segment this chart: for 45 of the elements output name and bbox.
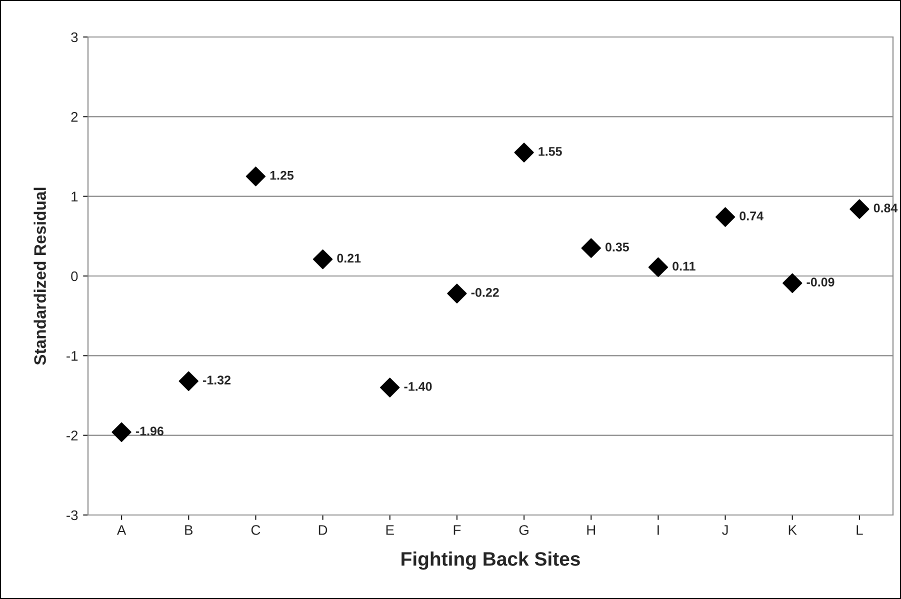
- point: [514, 142, 534, 162]
- y-tick-label: 1: [72, 192, 78, 202]
- point: [312, 249, 333, 270]
- data-label: -1.96: [136, 426, 164, 436]
- data-label: 0.35: [606, 242, 629, 252]
- data-label: -0.22: [471, 288, 499, 297]
- data-label: 0.11: [672, 262, 696, 271]
- point: [581, 238, 601, 258]
- data-label: -0.09: [806, 278, 834, 287]
- data-label: -1.32: [203, 376, 231, 385]
- data-label: -1.40: [404, 382, 432, 391]
- point: [178, 371, 198, 392]
- data-label: 1.55: [538, 147, 562, 156]
- x-tick-label: E: [386, 525, 394, 535]
- x-tick-label: I: [658, 525, 659, 535]
- data-label: 0.21: [337, 254, 361, 263]
- x-axis-title: Fighting Back Sites: [402, 552, 580, 570]
- point: [447, 284, 467, 304]
- data-label: 0.84: [874, 204, 898, 212]
- point: [380, 378, 400, 398]
- y-tick-label: 0: [71, 271, 78, 282]
- x-tick-label: F: [454, 525, 461, 535]
- y-tick-label: -2: [66, 430, 78, 440]
- data-label: 0.74: [740, 212, 764, 220]
- point: [850, 199, 870, 219]
- x-tick-label: B: [185, 525, 193, 535]
- x-tick-label: D: [318, 525, 328, 535]
- point: [112, 422, 132, 442]
- y-axis-title: Standardized Residual: [34, 188, 46, 365]
- y-tick-label: 2: [71, 112, 78, 122]
- y-tick-label: -1: [66, 351, 78, 361]
- point: [715, 207, 736, 227]
- x-tick-label: A: [116, 525, 126, 535]
- x-tick-label: J: [722, 525, 728, 535]
- x-tick-label: G: [519, 525, 528, 535]
- point: [648, 257, 668, 278]
- x-tick-label: K: [788, 525, 797, 535]
- x-tick-label: L: [856, 525, 863, 535]
- x-tick-label: H: [587, 525, 596, 535]
- point: [782, 273, 802, 294]
- y-tick-label: -3: [66, 510, 78, 520]
- point: [246, 166, 266, 186]
- data-label: 1.25: [270, 170, 294, 180]
- y-tick-label: 3: [71, 32, 78, 42]
- x-tick-label: C: [251, 525, 260, 535]
